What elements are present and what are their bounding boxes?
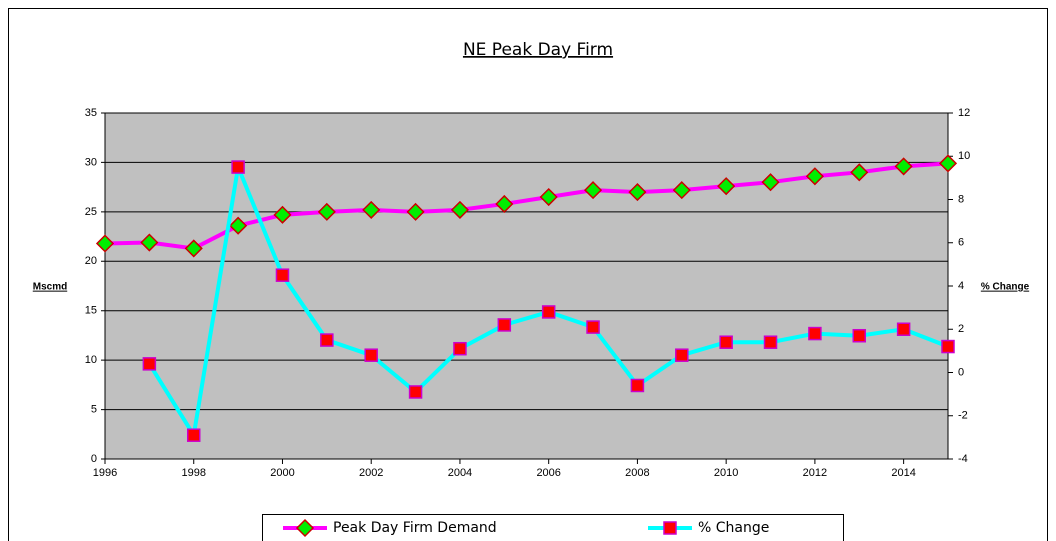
diamond-marker <box>362 200 381 219</box>
diamond-marker <box>628 183 647 202</box>
y-tick-label: 20 <box>85 255 97 267</box>
square-marker <box>852 328 867 343</box>
x-tick-label: 2000 <box>270 467 294 479</box>
square-marker <box>808 326 822 341</box>
legend-label: Peak Day Firm Demand <box>333 520 497 536</box>
y2-tick-label: 2 <box>958 323 964 335</box>
diamond-marker <box>184 239 203 258</box>
square-marker <box>663 521 677 535</box>
diamond-marker <box>805 167 824 186</box>
square-marker <box>630 378 645 393</box>
y2-tick-label: 10 <box>958 150 970 162</box>
diamond-marker <box>317 202 336 221</box>
diamond-marker <box>850 163 869 182</box>
legend-label: % Change <box>698 520 769 536</box>
x-tick-label: 2004 <box>448 467 472 479</box>
plot-area <box>105 113 948 459</box>
diamond-marker <box>406 202 425 221</box>
diamond-marker <box>761 173 780 192</box>
square-marker <box>364 348 378 362</box>
diamond-marker <box>140 233 159 252</box>
square-marker <box>142 357 157 371</box>
y-tick-label: 10 <box>85 354 97 366</box>
diamond-marker <box>938 154 958 173</box>
y2-axis-label: % Change <box>981 282 1030 293</box>
square-marker <box>586 320 600 334</box>
diamond-marker <box>894 157 913 176</box>
y2-tick-label: -4 <box>958 453 968 465</box>
diamond-marker <box>672 181 691 200</box>
y2-tick-label: 8 <box>958 193 964 205</box>
diamond-marker <box>495 194 514 214</box>
x-tick-label: 2012 <box>803 467 827 479</box>
y-tick-label: 35 <box>85 107 97 119</box>
square-marker <box>719 335 733 349</box>
diamond-marker <box>717 177 736 196</box>
square-marker <box>675 348 689 362</box>
diamond-marker <box>295 518 315 538</box>
y-tick-label: 25 <box>85 206 97 218</box>
diamond-marker <box>95 234 115 253</box>
diamond-marker <box>450 200 470 219</box>
x-tick-label: 1996 <box>93 467 117 479</box>
y2-tick-label: -2 <box>958 410 968 422</box>
y-tick-label: 0 <box>91 453 97 465</box>
square-marker <box>408 385 423 399</box>
square-marker <box>453 341 467 356</box>
y2-tick-label: 0 <box>958 366 964 378</box>
y2-tick-label: 6 <box>958 237 964 249</box>
y-tick-label: 5 <box>91 403 97 415</box>
chart-title: NE Peak Day Firm <box>463 40 613 60</box>
x-tick-label: 2002 <box>359 467 383 479</box>
y2-tick-label: 4 <box>958 280 964 292</box>
diamond-marker <box>539 187 558 207</box>
square-marker <box>231 160 245 174</box>
y2-tick-label: 12 <box>958 107 970 119</box>
diamond-marker <box>583 181 603 200</box>
x-tick-label: 2010 <box>714 467 738 479</box>
diamond-marker <box>273 205 292 224</box>
square-marker <box>497 318 512 332</box>
y-axis-label: Mscmd <box>33 282 67 293</box>
y-tick-label: 30 <box>85 156 97 168</box>
x-tick-label: 1998 <box>181 467 205 479</box>
square-marker <box>541 305 556 319</box>
legend <box>262 514 844 541</box>
square-marker <box>320 333 334 347</box>
y-tick-label: 15 <box>85 305 97 317</box>
x-tick-label: 2008 <box>625 467 649 479</box>
square-marker <box>275 268 290 282</box>
square-marker <box>763 335 778 349</box>
x-tick-label: 2014 <box>891 467 915 479</box>
diamond-marker <box>229 216 248 235</box>
square-marker <box>186 428 201 442</box>
square-marker <box>941 339 955 354</box>
x-tick-label: 2006 <box>536 467 560 479</box>
square-marker <box>896 322 911 336</box>
